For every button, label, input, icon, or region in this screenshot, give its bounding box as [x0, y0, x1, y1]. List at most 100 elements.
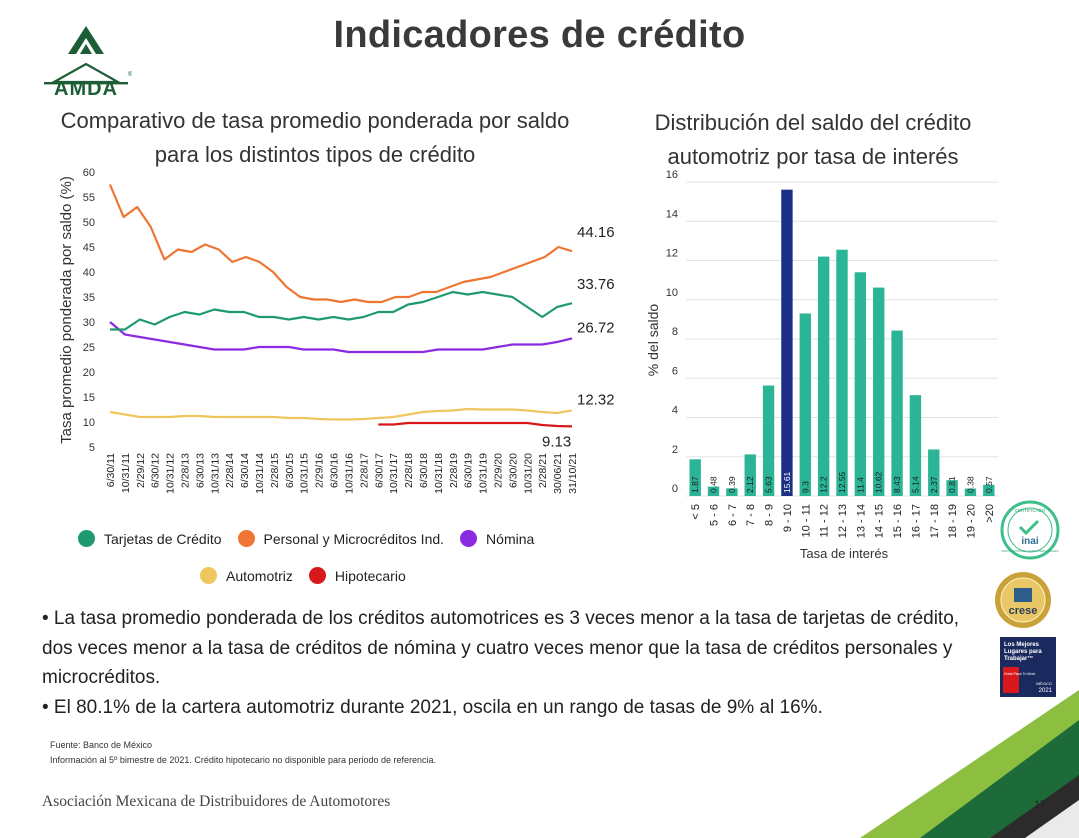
line-chart-x-tick: 10/31/19 — [478, 453, 490, 494]
line-chart-x-tick: 10/31/13 — [209, 453, 221, 494]
bar-chart-y-tick: 4 — [672, 405, 678, 417]
line-chart-x-tick: 10/31/12 — [165, 453, 177, 494]
inai-badge-top-text: CERTIFICADO — [1015, 508, 1046, 513]
line-chart-y-tick: 5 — [89, 442, 95, 454]
bar — [946, 480, 958, 496]
footer-organization: Asociación Mexicana de Distribuidores de… — [42, 793, 391, 810]
bar — [891, 330, 903, 496]
bar-chart-x-tick: 7 - 8 — [745, 504, 757, 526]
line-series-automotriz — [109, 407, 573, 421]
line-chart-x-tick: 10/31/18 — [433, 453, 445, 494]
legend-item-nomina: Nómina — [460, 530, 534, 547]
check-icon — [1018, 519, 1040, 536]
legend-label-tarjetas: Tarjetas de Crédito — [104, 530, 222, 547]
bar-chart-y-tick: 16 — [666, 170, 678, 181]
legend-item-personal: Personal y Microcréditos Ind. — [237, 530, 445, 547]
line-chart-y-tick: 20 — [83, 367, 95, 379]
bar-chart: 0 2 4 6 8 10 12 14 16 1.87 0.48 0.39 2.12 5.63 15.61 9… — [645, 170, 998, 561]
line-series-n-mina — [109, 321, 573, 354]
line-chart-x-tick: 6/30/18 — [418, 453, 430, 488]
bar-chart-y-tick: 14 — [666, 208, 678, 220]
bar-chart-x-tick: 14 - 15 — [874, 504, 886, 538]
gptw-logo-icon — [1003, 667, 1019, 693]
legend-label-nomina: Nómina — [486, 530, 535, 547]
bar — [928, 449, 940, 496]
bar — [909, 395, 922, 496]
line-chart-y-tick: 10 — [83, 417, 95, 429]
inai-badge-sub-text: PROTECCIÓN DE DATOS PERSONALES — [1001, 548, 1058, 553]
line-series-end-label: 9.13 — [542, 433, 571, 450]
bar — [799, 313, 811, 496]
line-chart-y-tick: 45 — [83, 242, 95, 254]
gptw-year: 2021 — [1039, 688, 1053, 694]
line-series-end-label: 26.72 — [577, 319, 615, 336]
legend-item-automotriz: Automotriz — [200, 567, 293, 584]
bar-value-label: 0.38 — [965, 476, 975, 493]
bar-chart-y-tick: 0 — [672, 483, 678, 495]
legend-dot-hipotecario — [308, 567, 326, 584]
legend-dot-nomina — [460, 530, 478, 547]
bar-chart-x-tick: 9 - 10 — [782, 504, 794, 532]
bar-chart-x-tick: 5 - 6 — [709, 504, 721, 526]
legend-label-personal: Personal y Microcréditos Ind. — [263, 530, 445, 547]
legend-item-tarjetas: Tarjetas de Crédito — [78, 530, 222, 547]
bar — [726, 488, 738, 496]
bullet-2: • El 80.1% de la cartera automotriz dura… — [42, 696, 823, 718]
legend-item-hipotecario: Hipotecario — [308, 567, 406, 584]
line-chart-x-tick: 6/30/20 — [507, 453, 519, 488]
bar-chart-x-tick: 6 - 7 — [727, 504, 739, 526]
bar-value-label: 2.37 — [929, 476, 939, 493]
line-chart-x-tick: 6/30/12 — [150, 453, 162, 488]
bar-chart-y-tick: 12 — [666, 248, 678, 260]
crese-emblem-icon — [1014, 588, 1032, 602]
bar — [817, 256, 830, 496]
page-number: 17 — [1034, 799, 1047, 811]
bullet-list: • La tasa promedio ponderada de los créd… — [42, 604, 972, 722]
bar — [836, 249, 848, 496]
line-series-hipotecario — [378, 421, 573, 428]
line-chart: Tasa promedio ponderada por saldo (%) 5 1… — [58, 167, 615, 494]
legend-dot-automotriz — [200, 567, 217, 584]
bar-value-label: 2.12 — [745, 476, 755, 493]
legend-dot-personal — [237, 530, 255, 547]
line-chart-x-tick: 30/06/21 — [552, 453, 564, 494]
line-chart-x-tick: 10/31/20 — [522, 453, 534, 494]
bar-chart-x-axis-title: Tasa de interés — [800, 546, 889, 561]
line-series-tarjetas-de-cr-dito — [110, 290, 573, 331]
line-chart-y-tick: 50 — [83, 217, 95, 229]
line-chart-y-tick: 60 — [83, 167, 95, 179]
bar-value-label: 9.3 — [800, 481, 810, 493]
line-chart-y-tick: 35 — [83, 292, 95, 304]
line-series-end-label: 44.16 — [577, 224, 615, 241]
line-chart-x-tick: 10/31/16 — [343, 453, 355, 494]
line-series-personal-y-microcr-ditos-ind — [108, 184, 573, 304]
line-chart-x-tick: 6/30/17 — [373, 453, 385, 488]
line-chart-x-tick: 6/30/15 — [284, 453, 296, 488]
line-series-end-label: 33.76 — [577, 276, 615, 293]
bar-chart-x-tick: < 5 — [690, 504, 702, 520]
bar-value-label: 5.14 — [910, 476, 920, 493]
bar-chart-y-tick: 10 — [666, 287, 678, 299]
bar-chart-x-tick: 16 - 17 — [910, 504, 922, 538]
bar — [781, 189, 793, 496]
bar-value-label: 1.87 — [690, 476, 700, 493]
line-chart-x-tick: 2/28/14 — [224, 453, 236, 488]
line-chart-x-tick: 6/30/16 — [329, 453, 341, 488]
bar-value-label: 5.63 — [764, 476, 774, 493]
gptw-line-2: Lugares para — [1004, 649, 1042, 655]
bar — [762, 385, 775, 496]
bar-value-label: 0.81 — [947, 476, 957, 493]
bar-chart-x-tick: 8 - 9 — [764, 504, 776, 526]
line-chart-x-tick: 10/31/17 — [388, 453, 400, 494]
bar-value-label: 12.55 — [837, 471, 847, 493]
crese-badge-text: crese — [1009, 605, 1038, 617]
line-chart-x-tick: 2/28/13 — [180, 453, 192, 488]
page-title: Indicadores de crédito — [333, 14, 746, 56]
line-chart-x-tick: 10/31/15 — [299, 453, 311, 494]
line-chart-x-tick: 2/29/16 — [314, 453, 326, 488]
bar-chart-x-tick: 18 - 19 — [947, 504, 959, 538]
bar-value-label: 10.62 — [874, 471, 884, 493]
logo-text: AMDA — [54, 78, 118, 98]
line-chart-x-tick: 2/28/19 — [448, 453, 460, 488]
legend-label-automotriz: Automotriz — [226, 567, 293, 584]
